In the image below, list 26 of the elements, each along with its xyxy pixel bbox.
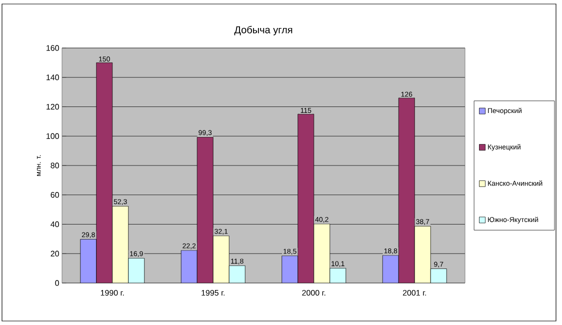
bar	[398, 98, 415, 283]
y-tick-label: 40	[50, 221, 59, 228]
x-tick-label: 2000 г.	[302, 290, 326, 296]
y-tick-label: 20	[50, 250, 59, 256]
chart-title: Добыча угля	[234, 26, 292, 36]
y-tick-label: 0	[55, 280, 59, 286]
bar	[330, 268, 346, 283]
bar	[430, 268, 447, 283]
x-tick-label: 1990 г.	[100, 290, 124, 296]
bar	[196, 136, 214, 283]
y-tick-label: 140	[46, 74, 59, 80]
bar	[180, 250, 198, 283]
bar	[382, 255, 399, 283]
bar	[228, 265, 246, 283]
bar	[80, 239, 97, 283]
y-tick-label: 80	[50, 162, 59, 168]
y-tick-label: 160	[46, 45, 59, 51]
bar	[128, 258, 145, 283]
x-tick-label: 2001 г.	[402, 290, 426, 296]
y-tick-label: 100	[46, 133, 59, 139]
x-tick-label: 1995 г.	[202, 290, 224, 296]
bar	[96, 62, 113, 283]
y-tick-label: 60	[50, 192, 59, 198]
y-tick-label: 120	[46, 104, 59, 110]
bar	[298, 114, 314, 283]
bar	[282, 256, 298, 283]
